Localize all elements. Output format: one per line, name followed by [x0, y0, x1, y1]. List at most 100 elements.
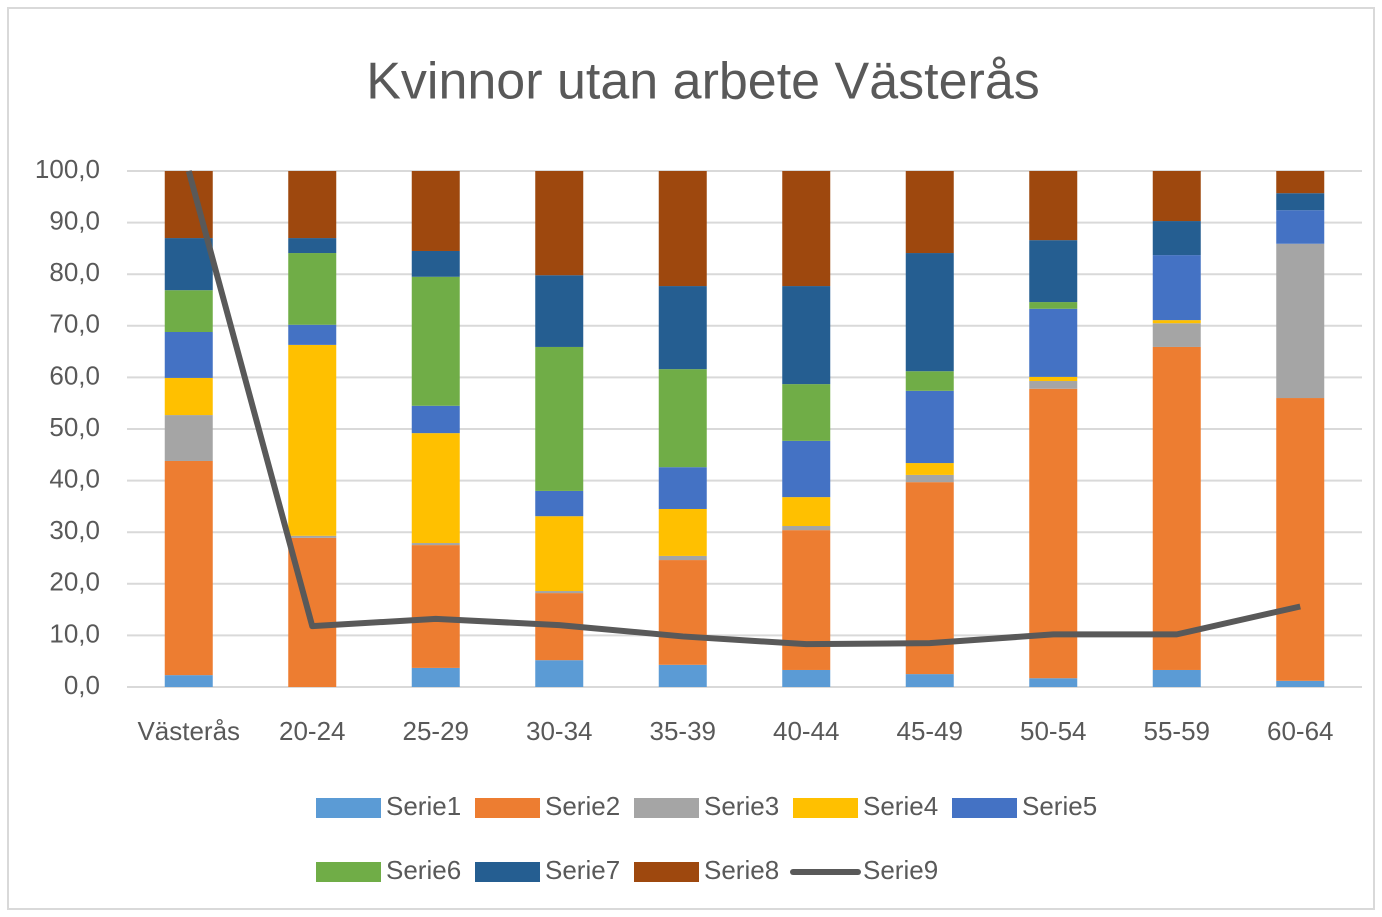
bar-segment: [1152, 171, 1201, 222]
legend-swatch: [475, 862, 540, 882]
bar-segment: [905, 390, 954, 464]
x-tick-label: 30-34: [526, 716, 593, 746]
bar-segment: [782, 497, 831, 527]
bar-segment: [658, 555, 707, 561]
line-series: [185, 170, 1301, 648]
x-tick-label: 60-64: [1267, 716, 1334, 746]
y-tick-label: 10,0: [49, 618, 100, 648]
bar-segment: [1029, 308, 1078, 377]
bar-segment: [288, 535, 337, 538]
legend-label: Serie9: [863, 855, 938, 885]
bar-segment: [164, 675, 213, 687]
bar-segment: [1029, 171, 1078, 241]
y-tick-label: 30,0: [49, 515, 100, 545]
bar-segment: [288, 253, 337, 325]
legend-swatch: [316, 798, 381, 818]
bar-segment: [1152, 323, 1201, 347]
legend-label: Serie4: [863, 791, 938, 821]
bar-segment: [288, 324, 337, 345]
y-tick-label: 90,0: [49, 205, 100, 235]
bar-segment: [1276, 398, 1325, 681]
bar-segment: [782, 669, 831, 687]
bar-segment: [782, 440, 831, 498]
bar-segment: [1152, 669, 1201, 687]
bar-segment: [1029, 388, 1078, 679]
legend-label: Serie6: [386, 855, 461, 885]
bar-segment: [1029, 302, 1078, 309]
bar-segment: [782, 530, 831, 670]
bar-segment: [535, 171, 584, 276]
bar-segment: [411, 250, 460, 277]
bar-segment: [905, 463, 954, 475]
bar-segment: [535, 591, 584, 594]
x-tick-label: Västerås: [137, 716, 240, 746]
bar-segment: [411, 667, 460, 687]
bar-segment: [1276, 210, 1325, 244]
bar-segment: [411, 545, 460, 668]
y-tick-label: 60,0: [49, 360, 100, 390]
legend-swatch: [952, 798, 1017, 818]
legend-label: Serie7: [545, 855, 620, 885]
legend-swatch: [634, 862, 699, 882]
legend-label: Serie3: [704, 791, 779, 821]
bar-segment: [164, 377, 213, 416]
bar-segment: [782, 171, 831, 287]
x-tick-label: 40-44: [773, 716, 840, 746]
bar-segment: [288, 344, 337, 536]
y-tick-label: 0,0: [64, 670, 100, 700]
bar-segment: [411, 171, 460, 251]
bar-segment: [288, 238, 337, 254]
bar-segment: [164, 331, 213, 378]
bar-segment: [1276, 171, 1325, 194]
bar-segment: [905, 253, 954, 372]
bar-segment: [1152, 221, 1201, 256]
bar-segment: [1152, 346, 1201, 670]
x-tick-label: 25-29: [403, 716, 470, 746]
bar-segment: [782, 526, 831, 531]
bar-segment: [905, 674, 954, 687]
bar-segment: [1152, 255, 1201, 321]
y-tick-label: 100,0: [35, 154, 100, 184]
bar-segment: [1276, 680, 1325, 687]
x-tick-label: 45-49: [897, 716, 964, 746]
bar-segment: [1029, 678, 1078, 687]
x-tick-label: 55-59: [1144, 716, 1211, 746]
x-tick-label: 35-39: [650, 716, 717, 746]
bar-segment: [658, 171, 707, 287]
legend-label: Serie8: [704, 855, 779, 885]
bar-segment: [658, 467, 707, 509]
bar-segment: [1276, 193, 1325, 211]
bar-segment: [905, 474, 954, 483]
bar-segment: [411, 433, 460, 544]
bar-segment: [411, 276, 460, 406]
bar-segment: [1029, 240, 1078, 303]
bar-segment: [658, 664, 707, 687]
bar-segment: [905, 171, 954, 254]
bar-segment: [164, 415, 213, 461]
bar-segment: [1029, 376, 1078, 382]
bar-segment: [535, 275, 584, 347]
bar-segment: [288, 171, 337, 239]
bar-segment: [164, 290, 213, 332]
bar-segment: [164, 238, 213, 291]
bar-segment: [658, 286, 707, 370]
x-tick-label: 50-54: [1020, 716, 1087, 746]
bar-segment: [905, 371, 954, 391]
bar-segment: [411, 543, 460, 546]
bar-segment: [782, 286, 831, 385]
bar-segment: [535, 516, 584, 592]
y-tick-label: 50,0: [49, 412, 100, 442]
legend-label: Serie2: [545, 791, 620, 821]
bar-segment: [164, 460, 213, 676]
bar-segment: [411, 405, 460, 434]
bar-segment: [535, 490, 584, 517]
legend-swatch: [475, 798, 540, 818]
bar-segment: [658, 508, 707, 556]
bar-segment: [658, 369, 707, 468]
y-tick-label: 20,0: [49, 567, 100, 597]
y-tick-label: 80,0: [49, 257, 100, 287]
bar-segment: [782, 384, 831, 441]
bar-segment: [535, 660, 584, 687]
legend-swatch: [634, 798, 699, 818]
